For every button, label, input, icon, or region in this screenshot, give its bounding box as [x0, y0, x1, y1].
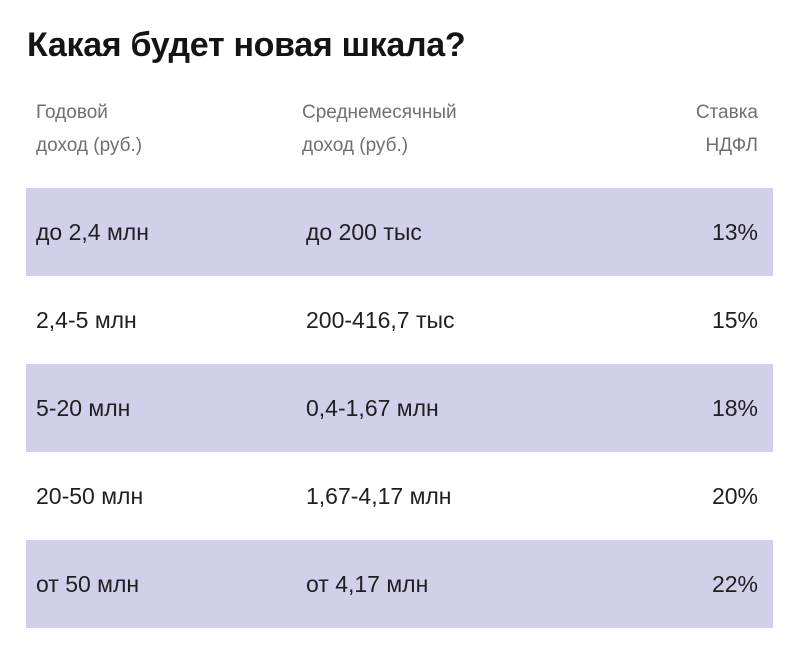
annual-income-cell: 2,4-5 млн	[36, 307, 137, 333]
table-row: от 50 млн от 4,17 млн 22%	[26, 540, 773, 628]
column-header-line: доход (руб.)	[302, 135, 409, 156]
column-header-line: Ставка	[695, 102, 758, 123]
column-header-monthly-income: Среднемесячный доход (руб.)	[302, 96, 457, 162]
column-header-tax-rate: Ставка НДФЛ	[696, 96, 758, 162]
monthly-income-cell: 200-416,7 тыс	[306, 307, 455, 333]
chart-title: Какая будет новая шкала?	[27, 26, 466, 64]
monthly-income-cell: 1,67-4,17 млн	[306, 483, 452, 509]
tax-scale-table: до 2,4 млн до 200 тыс 13% 2,4-5 млн 200-…	[26, 188, 773, 628]
monthly-income-cell: 0,4-1,67 млн	[306, 395, 439, 421]
monthly-income-cell: от 4,17 млн	[306, 571, 429, 597]
monthly-income-cell: до 200 тыс	[306, 219, 422, 245]
tax-rate-cell: 15%	[711, 307, 758, 333]
column-header-annual-income: Годовой доход (руб.)	[36, 96, 142, 162]
column-header-line: НДФЛ	[705, 135, 758, 156]
tax-rate-cell: 22%	[711, 571, 758, 597]
table-row: 5-20 млн 0,4-1,67 млн 18%	[26, 364, 773, 452]
annual-income-cell: 5-20 млн	[36, 395, 131, 421]
table-row: 20-50 млн 1,67-4,17 млн 20%	[26, 452, 773, 540]
annual-income-cell: от 50 млн	[36, 571, 140, 597]
table-row: до 2,4 млн до 200 тыс 13%	[26, 188, 773, 276]
annual-income-cell: 20-50 млн	[36, 483, 144, 509]
tax-rate-cell: 18%	[711, 395, 758, 421]
table-row: 2,4-5 млн 200-416,7 тыс 15%	[26, 276, 773, 364]
column-header-line: доход (руб.)	[36, 135, 143, 156]
tax-rate-cell: 20%	[711, 483, 758, 509]
column-header-line: Среднемесячный	[302, 102, 457, 123]
column-header-line: Годовой	[36, 102, 108, 123]
annual-income-cell: до 2,4 млн	[36, 219, 149, 245]
tax-rate-cell: 13%	[711, 219, 758, 245]
